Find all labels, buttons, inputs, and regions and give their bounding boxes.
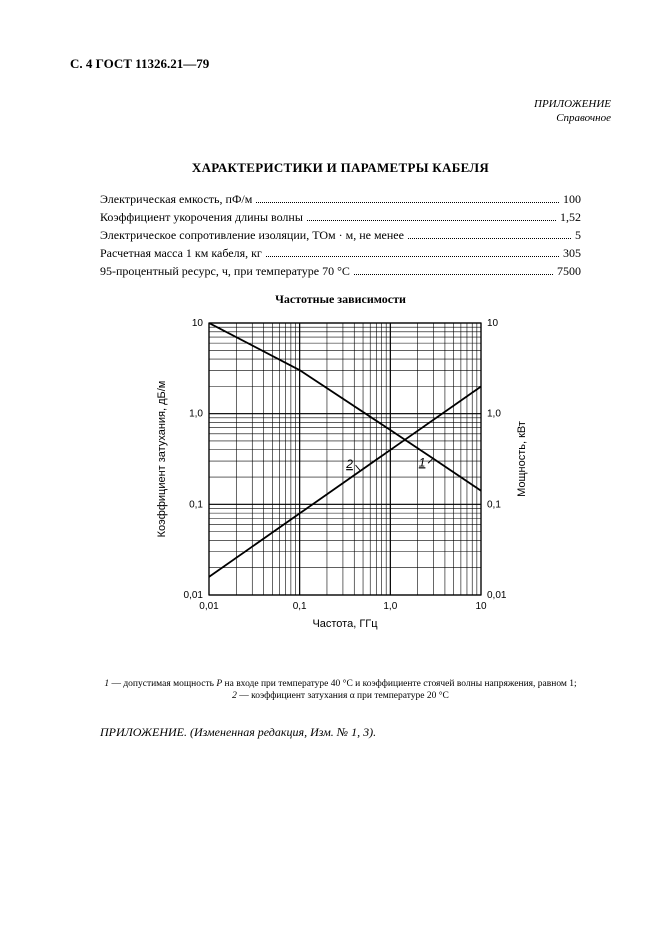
svg-text:1,0: 1,0 — [189, 408, 203, 419]
svg-text:0,01: 0,01 — [183, 590, 203, 601]
chart-area: 0,010,11,0100,010,11,0100,010,11,010Част… — [70, 309, 611, 664]
svg-text:1,0: 1,0 — [383, 601, 397, 612]
param-value: 305 — [563, 244, 581, 262]
param-value: 5 — [575, 226, 581, 244]
svg-text:1: 1 — [418, 455, 425, 469]
chart-title: Частотные зависимости — [70, 292, 611, 307]
chart-legend: 1 — допустимая мощность P на входе при т… — [70, 678, 611, 704]
section-title: ХАРАКТЕРИСТИКИ И ПАРАМЕТРЫ КАБЕЛЯ — [70, 160, 611, 176]
annex-title: ПРИЛОЖЕНИЕ — [70, 98, 611, 112]
svg-text:10: 10 — [487, 318, 499, 329]
param-row: Расчетная масса 1 км кабеля, кг 305 — [100, 244, 581, 262]
svg-text:0,01: 0,01 — [487, 590, 507, 601]
param-row: Электрическое сопротивление изоляции, ТО… — [100, 226, 581, 244]
svg-text:2: 2 — [345, 457, 353, 471]
legend-line-2: 2 — коэффициент затухания α при температ… — [70, 690, 611, 703]
leader-dots — [256, 202, 559, 203]
annex-subtitle: Справочное — [70, 112, 611, 126]
param-list: Электрическая емкость, пФ/м100Коэффициен… — [100, 190, 581, 280]
svg-text:0,1: 0,1 — [189, 499, 203, 510]
param-label: 95-процентный ресурс, ч, при температуре… — [100, 262, 350, 280]
leader-dots — [307, 220, 556, 221]
svg-text:10: 10 — [191, 318, 203, 329]
param-label: Электрическое сопротивление изоляции, ТО… — [100, 226, 404, 244]
svg-text:Коэффициент затухания, дБ/м: Коэффициент затухания, дБ/м — [156, 380, 168, 537]
param-value: 1,52 — [560, 208, 581, 226]
amendment-note: ПРИЛОЖЕНИЕ. (Измененная редакция, Изм. №… — [100, 725, 611, 740]
svg-text:0,1: 0,1 — [487, 499, 501, 510]
svg-text:0,1: 0,1 — [292, 601, 306, 612]
param-row: Коэффициент укорочения длины волны 1,52 — [100, 208, 581, 226]
freq-chart-svg: 0,010,11,0100,010,11,0100,010,11,010Част… — [131, 309, 551, 659]
legend-line-1: 1 — допустимая мощность P на входе при т… — [70, 678, 611, 691]
svg-text:1,0: 1,0 — [487, 408, 501, 419]
page-header: С. 4 ГОСТ 11326.21—79 — [70, 56, 611, 72]
svg-text:Частота, ГГц: Частота, ГГц — [312, 618, 378, 630]
annex-block: ПРИЛОЖЕНИЕ Справочное — [70, 98, 611, 126]
param-label: Коэффициент укорочения длины волны — [100, 208, 303, 226]
param-label: Расчетная масса 1 км кабеля, кг — [100, 244, 262, 262]
leader-dots — [266, 256, 559, 257]
param-row: 95-процентный ресурс, ч, при температуре… — [100, 262, 581, 280]
svg-text:10: 10 — [475, 601, 487, 612]
leader-dots — [354, 274, 553, 275]
param-label: Электрическая емкость, пФ/м — [100, 190, 252, 208]
param-row: Электрическая емкость, пФ/м 100 — [100, 190, 581, 208]
param-value: 100 — [563, 190, 581, 208]
param-value: 7500 — [557, 262, 581, 280]
svg-text:Мощность, кВт: Мощность, кВт — [516, 421, 528, 497]
leader-dots — [408, 238, 571, 239]
svg-text:0,01: 0,01 — [199, 601, 219, 612]
